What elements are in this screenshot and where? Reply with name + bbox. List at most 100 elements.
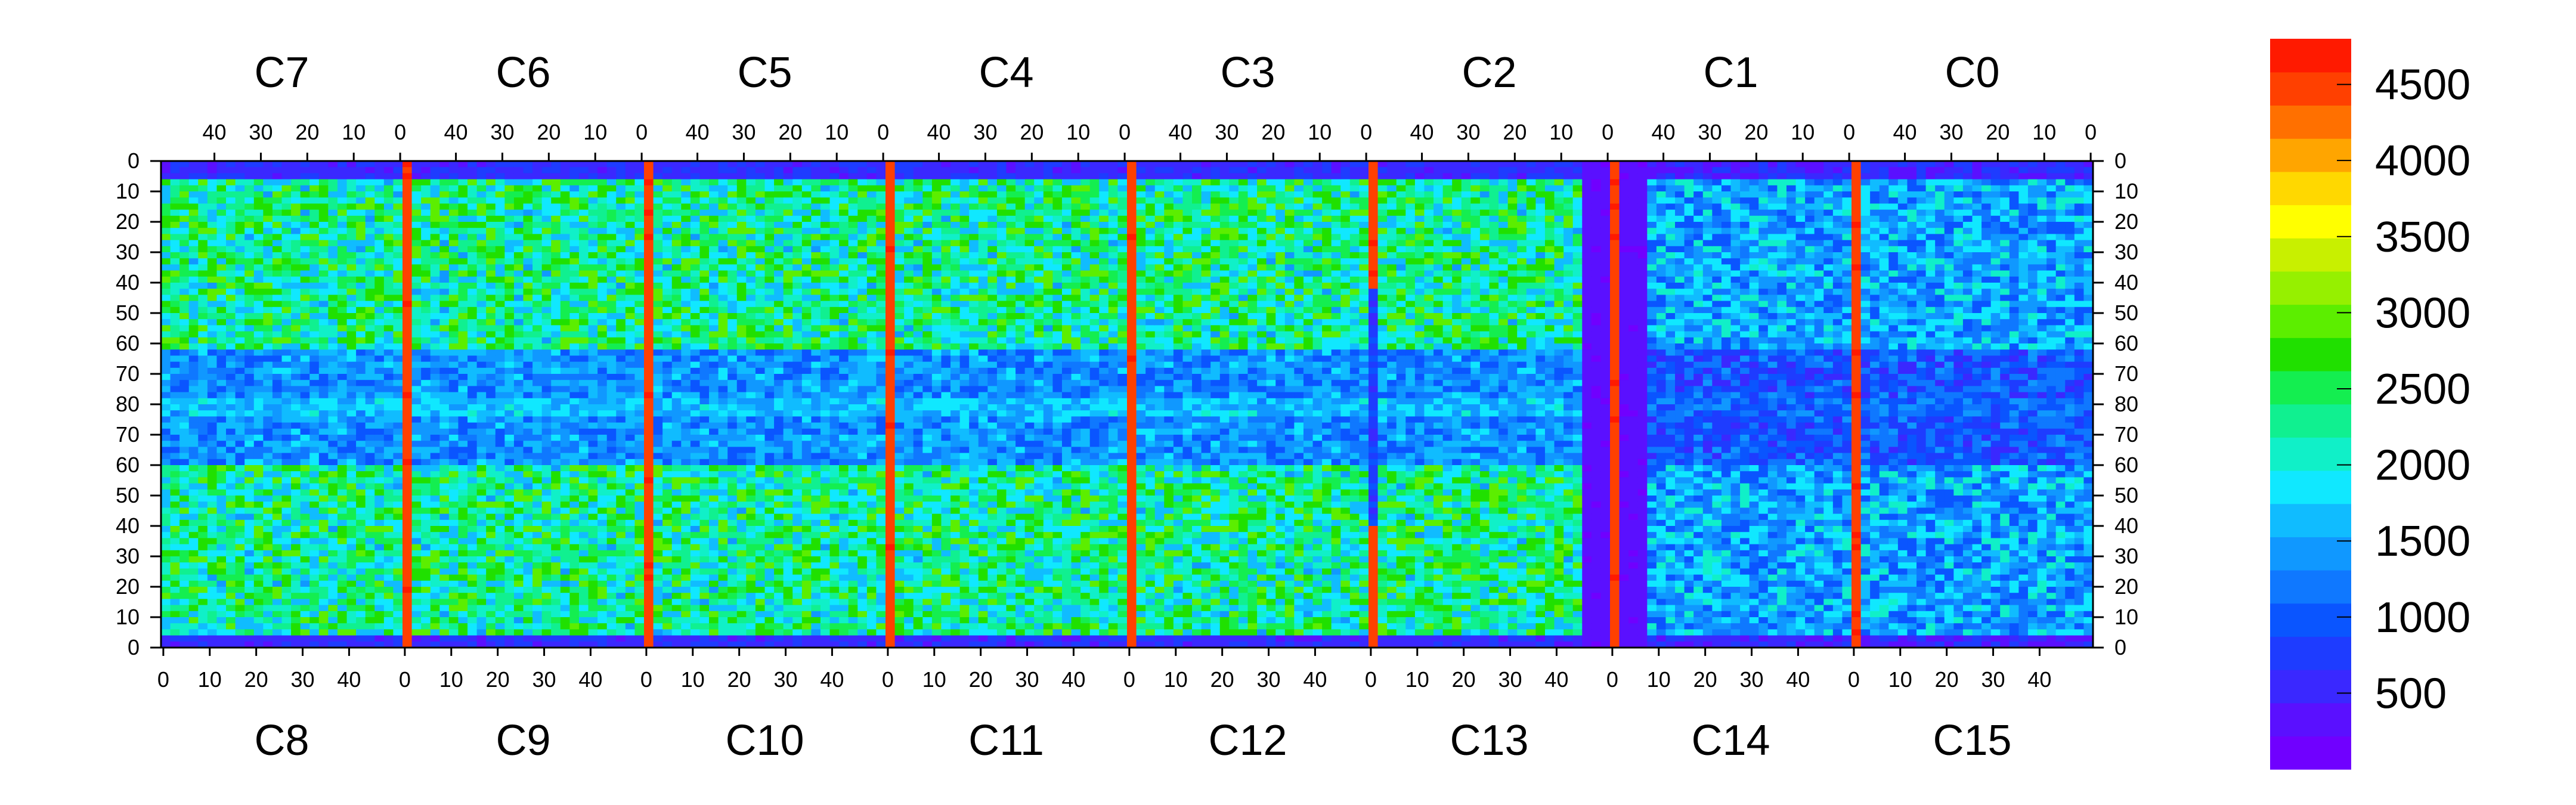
heatmap-cell [439,374,449,380]
heatmap-cell [161,526,171,532]
heatmap-cell [421,617,431,624]
heatmap-cell [616,429,626,435]
heatmap-cell [356,490,366,496]
heatmap-cell [672,332,682,338]
heatmap-cell [282,307,292,314]
heatmap-cell [328,343,338,350]
heatmap-cell [208,471,217,478]
heatmap-cell [161,234,171,240]
heatmap-cell [699,289,709,295]
heatmap-cell [216,605,226,612]
heatmap-cell [551,562,561,569]
heatmap-cell [208,313,217,320]
heatmap-cell [273,538,282,544]
heatmap-cell [216,355,226,362]
heatmap-cell [542,264,552,271]
heatmap-cell [802,173,812,179]
heatmap-cell [161,368,171,374]
heatmap-cell [532,197,542,204]
heatmap-cell [421,277,431,283]
heatmap-cell [384,423,394,429]
heatmap-cell [589,441,598,447]
heatmap-cell [514,313,524,320]
heatmap-cell [792,319,802,326]
heatmap-cell [634,575,644,581]
heatmap-cell [356,283,366,289]
heatmap-cell [244,380,254,386]
heatmap-cell [338,197,347,204]
heatmap-cell [328,507,338,514]
heatmap-cell [449,629,459,636]
heatmap-cell [431,568,440,575]
heatmap-cell [811,386,821,392]
heatmap-cell [542,568,552,575]
heatmap-cell [421,246,431,253]
heatmap-cell [496,447,505,453]
heatmap-cell [402,216,412,222]
heatmap-cell [171,435,180,441]
heatmap-cell [384,167,394,174]
heatmap-cell [486,544,496,551]
heatmap-cell [254,264,264,271]
heatmap-cell [467,191,477,198]
heatmap-cell [524,453,533,460]
heatmap-cell [597,629,607,636]
heatmap-cell [449,210,459,216]
heatmap-cell [431,526,440,532]
heatmap-cell [477,295,487,301]
heatmap-cell [366,246,375,253]
heatmap-cell [719,258,728,265]
heatmap-cell [765,191,775,198]
heatmap-cell [756,203,765,210]
heatmap-cell [756,240,765,247]
heatmap-cell [393,289,402,295]
heatmap-cell [514,410,524,417]
heatmap-cell [366,507,375,514]
heatmap-cell [402,404,412,411]
heatmap-cell [561,343,570,350]
heatmap-cell [477,435,487,441]
heatmap-cell [439,338,449,344]
heatmap-cell [263,277,273,283]
heatmap-cell [561,258,570,265]
heatmap-cell [589,167,598,174]
heatmap-cell [439,416,449,423]
heatmap-cell [179,191,189,198]
heatmap-cell [504,380,514,386]
heatmap-cell [467,161,477,168]
heatmap-cell [198,203,208,210]
heatmap-cell [551,349,561,356]
heatmap-cell [366,423,375,429]
heatmap-cell [301,587,310,593]
heatmap-cell [654,392,663,399]
heatmap-cell [449,514,459,521]
heatmap-cell [477,617,487,624]
heatmap-cell [514,240,524,247]
heatmap-cell [597,544,607,551]
heatmap-cell [254,587,264,593]
heatmap-cell [216,477,226,484]
heatmap-cell [301,568,310,575]
heatmap-cell [486,252,496,259]
heatmap-cell [198,507,208,514]
heatmap-cell [477,355,487,362]
heatmap-cell [439,429,449,435]
heatmap-cell [198,514,208,521]
heatmap-cell [467,623,477,630]
heatmap-cell [691,362,700,369]
heatmap-cell [356,587,366,593]
heatmap-cell [709,271,719,277]
heatmap-cell [746,173,756,179]
heatmap-cell [282,636,292,642]
heatmap-cell [662,289,672,295]
heatmap-cell [439,520,449,527]
heatmap-cell [338,222,347,228]
heatmap-cell [179,404,189,411]
heatmap-cell [496,246,505,253]
heatmap-cell [356,338,366,344]
heatmap-cell [393,484,402,490]
heatmap-cell [589,283,598,289]
heatmap-cell [402,496,412,502]
heatmap-cell [579,271,589,277]
heatmap-cell [319,544,329,551]
